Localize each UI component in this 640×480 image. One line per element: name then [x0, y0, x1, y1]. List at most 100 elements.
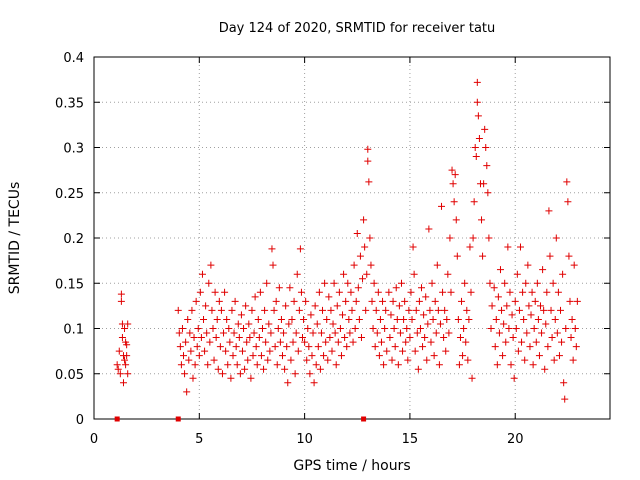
data-point	[429, 315, 437, 323]
data-point	[538, 329, 546, 337]
data-point	[563, 178, 571, 186]
data-point	[468, 374, 476, 382]
data-point	[282, 302, 290, 310]
data-point	[534, 315, 542, 323]
data-point	[413, 329, 421, 337]
data-point	[396, 329, 404, 337]
data-point	[271, 343, 279, 351]
data-point	[467, 288, 475, 296]
data-point	[438, 202, 446, 210]
data-point	[471, 144, 479, 151]
data-point	[560, 379, 568, 387]
data-point	[405, 306, 413, 314]
data-point	[502, 338, 510, 346]
data-point	[353, 229, 361, 237]
data-point	[278, 352, 286, 360]
data-point	[214, 365, 222, 373]
data-point	[401, 297, 409, 305]
data-point	[202, 302, 210, 310]
data-point	[522, 279, 530, 287]
data-point	[307, 311, 315, 319]
data-point	[193, 343, 201, 351]
data-point	[187, 347, 195, 355]
data-point	[223, 315, 231, 323]
data-point	[453, 252, 461, 260]
data-point	[506, 288, 514, 296]
y-tick-label: 0.4	[63, 51, 84, 66]
data-point	[487, 325, 495, 332]
data-point	[267, 329, 275, 337]
data-point	[507, 361, 515, 369]
data-point	[518, 338, 526, 346]
data-point	[274, 325, 282, 332]
data-point	[221, 288, 229, 296]
data-point	[515, 306, 523, 314]
data-point	[434, 306, 442, 314]
data-point	[334, 338, 342, 346]
data-points	[113, 78, 581, 403]
data-point	[355, 315, 363, 323]
data-point	[315, 288, 323, 296]
data-point	[524, 261, 532, 269]
data-point	[395, 302, 403, 310]
data-point	[513, 270, 521, 278]
data-point	[251, 293, 259, 301]
data-point	[542, 320, 550, 328]
data-point	[207, 261, 215, 269]
x-axis-label: GPS time / hours	[293, 458, 410, 474]
x-tick-label: 0	[90, 432, 98, 447]
data-point	[217, 306, 225, 314]
data-point	[416, 325, 424, 332]
data-point	[275, 284, 283, 292]
data-point	[227, 374, 235, 382]
data-point	[185, 356, 193, 364]
data-point	[473, 78, 481, 86]
data-point	[311, 302, 319, 310]
data-point	[303, 356, 311, 364]
grid	[94, 57, 610, 419]
data-point	[570, 261, 578, 269]
data-point	[296, 245, 304, 253]
data-point	[220, 329, 228, 337]
x-tick-label: 15	[402, 432, 419, 447]
data-point	[527, 311, 535, 319]
data-point	[474, 112, 482, 120]
data-point	[428, 279, 436, 287]
data-point	[448, 166, 456, 174]
data-point	[366, 234, 374, 242]
data-point	[447, 288, 455, 296]
data-point	[414, 365, 422, 373]
data-point	[238, 347, 246, 355]
data-point	[116, 370, 124, 378]
data-point	[360, 216, 368, 224]
data-point	[341, 334, 349, 342]
data-point	[354, 284, 362, 292]
data-point	[450, 198, 458, 206]
data-point	[181, 370, 189, 378]
data-point	[449, 180, 457, 188]
data-point	[571, 325, 579, 332]
data-point	[397, 279, 405, 287]
data-point	[212, 334, 220, 342]
data-point	[283, 343, 291, 351]
data-point	[547, 306, 555, 314]
data-point	[246, 334, 254, 342]
data-point	[544, 343, 552, 351]
data-point	[383, 347, 391, 355]
data-point	[361, 243, 369, 251]
data-point	[280, 329, 288, 337]
data-point	[444, 270, 452, 278]
data-point	[492, 315, 500, 323]
data-point	[237, 311, 245, 319]
data-point	[536, 302, 544, 310]
data-point	[270, 306, 278, 314]
data-point	[113, 361, 121, 369]
data-point	[205, 279, 213, 287]
zero-marker	[114, 416, 120, 422]
data-point	[550, 356, 558, 364]
data-point	[176, 343, 184, 351]
data-point	[350, 261, 358, 269]
data-point	[561, 395, 569, 403]
data-point	[253, 361, 261, 369]
data-point	[369, 325, 377, 332]
